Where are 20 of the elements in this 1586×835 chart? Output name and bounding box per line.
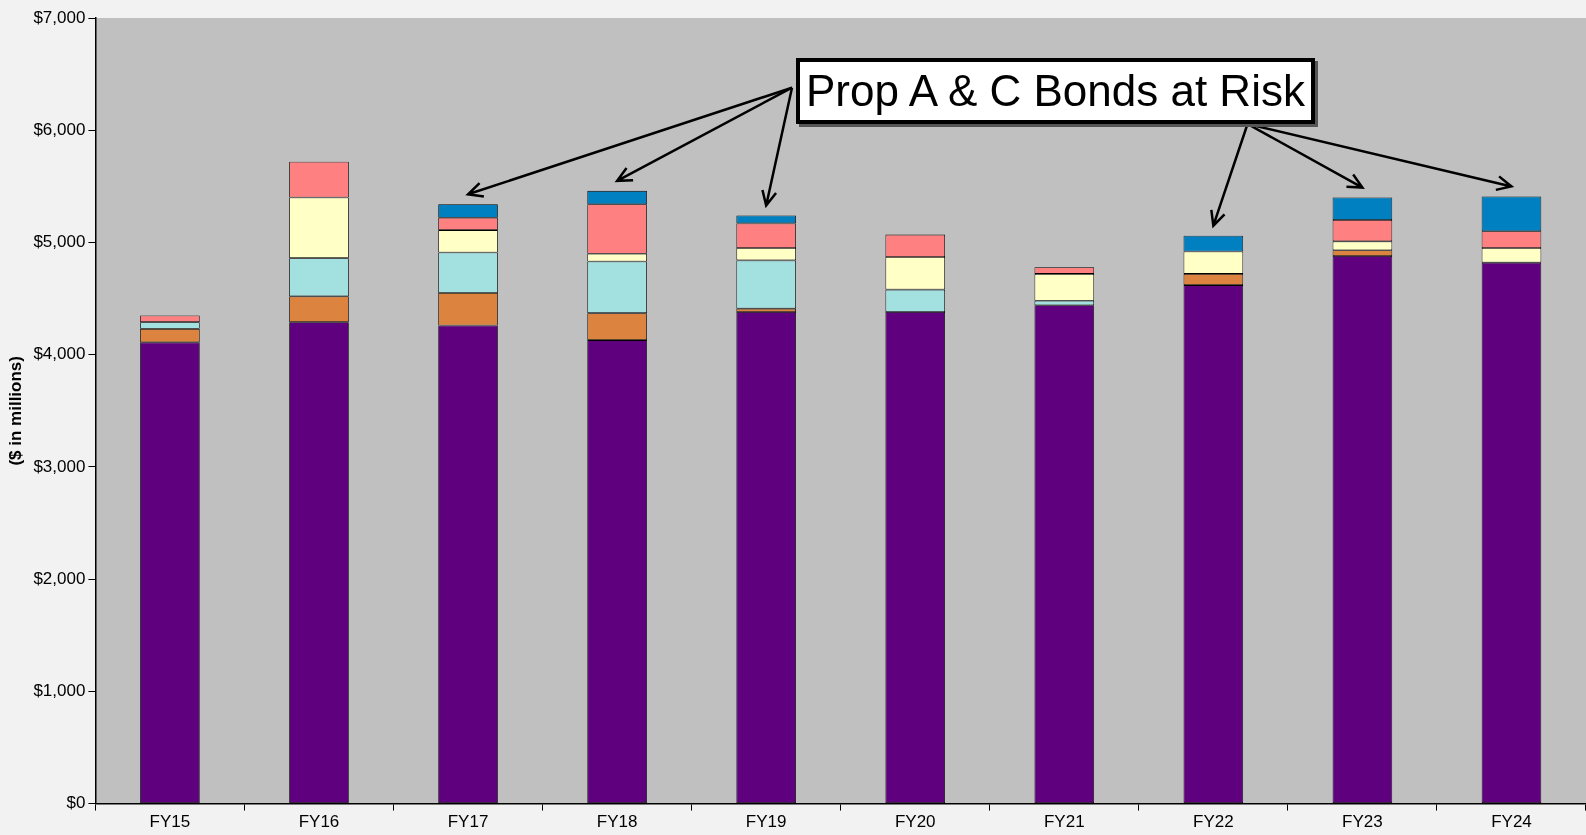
x-tick-label: FY21 <box>1043 812 1085 832</box>
x-tick-label: FY15 <box>149 812 191 832</box>
y-tick-label: $2,000 <box>33 568 86 588</box>
x-tick-label: FY16 <box>298 812 340 832</box>
y-tick-label: $6,000 <box>33 119 86 139</box>
y-tick-label: $0 <box>66 793 86 813</box>
y-tick-label: $1,000 <box>33 681 86 701</box>
y-tick-label: $4,000 <box>33 344 86 364</box>
x-tick-label: FY23 <box>1342 812 1383 832</box>
y-tick-label: $7,000 <box>33 7 86 27</box>
y-tick-label: $3,000 <box>33 456 86 476</box>
x-tick-label: FY19 <box>745 812 787 832</box>
x-tick-label: FY24 <box>1491 812 1532 832</box>
x-tick-label: FY17 <box>447 812 489 832</box>
x-tick-label: FY18 <box>596 812 638 832</box>
y-tick-label: $5,000 <box>33 232 86 252</box>
y-axis-title: ($ in millions) <box>5 356 25 466</box>
x-tick-label: FY22 <box>1193 812 1234 832</box>
x-tick-label: FY20 <box>894 812 936 832</box>
annotation: Prop A & C Bonds at Risk <box>796 58 1315 124</box>
